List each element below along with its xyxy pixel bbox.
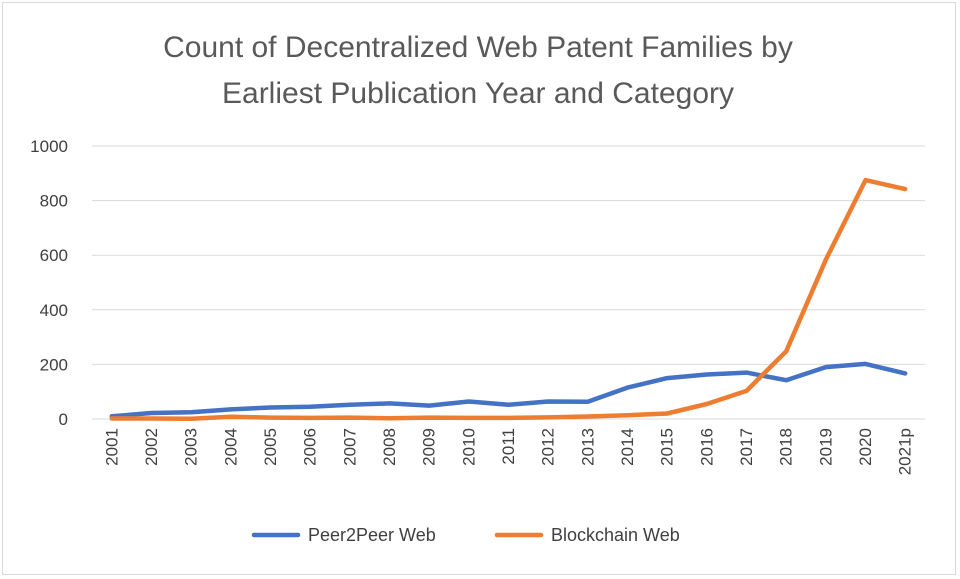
- data-point: [189, 410, 193, 414]
- data-point: [705, 402, 709, 406]
- data-point: [665, 412, 669, 416]
- x-tick-label: 2001: [102, 428, 121, 466]
- data-point: [427, 404, 431, 408]
- data-point: [388, 401, 391, 405]
- data-point: [467, 400, 471, 404]
- x-tick-label: 2016: [697, 428, 716, 466]
- data-point: [784, 378, 788, 382]
- data-point: [546, 415, 550, 419]
- y-axis: 0 200 400 600 800 1000: [30, 137, 68, 429]
- legend-label: Peer2Peer Web: [308, 525, 436, 545]
- data-point: [586, 415, 590, 419]
- y-tick-label: 400: [40, 301, 68, 320]
- x-tick-label: 2012: [539, 428, 558, 466]
- y-tick-label: 1000: [30, 137, 68, 156]
- data-point: [467, 416, 471, 420]
- y-tick-label: 0: [59, 410, 68, 429]
- data-point: [348, 416, 352, 420]
- chart-title-line-1: Count of Decentralized Web Patent Famili…: [163, 31, 793, 64]
- data-point: [269, 406, 272, 410]
- data-point: [864, 178, 867, 182]
- series-line-blockchain-web: [109, 177, 908, 421]
- data-point: [110, 416, 114, 420]
- x-tick-label: 2004: [221, 428, 240, 466]
- x-tick-label: 2010: [459, 428, 478, 466]
- data-point: [507, 416, 510, 420]
- x-axis: 2001 2002 2003 2004 2005 2006 2007 2008 2009 2010…: [102, 428, 914, 475]
- data-point: [388, 416, 391, 420]
- data-point: [903, 187, 907, 191]
- chart-title-line-2: Earliest Publication Year and Category: [222, 77, 734, 110]
- data-point: [229, 415, 233, 419]
- x-tick-label: 2009: [420, 428, 439, 466]
- data-point: [308, 416, 312, 420]
- x-tick-label: 2005: [261, 428, 280, 466]
- x-tick-label: 2018: [777, 428, 796, 466]
- legend-label: Blockchain Web: [551, 525, 680, 545]
- data-point: [150, 411, 153, 415]
- data-point: [784, 349, 788, 353]
- data-point: [705, 373, 709, 377]
- data-point: [427, 416, 431, 420]
- x-tick-label: 2021p: [896, 428, 915, 475]
- data-point: [348, 403, 352, 407]
- x-tick-label: 2015: [658, 428, 677, 466]
- data-point: [269, 416, 272, 420]
- series-lines: [109, 177, 908, 421]
- y-tick-label: 200: [40, 355, 68, 374]
- x-tick-label: 2020: [856, 428, 875, 466]
- gridlines: [92, 145, 925, 420]
- data-point: [824, 258, 828, 262]
- data-point: [308, 405, 312, 409]
- x-tick-label: 2017: [737, 428, 756, 466]
- x-tick-label: 2014: [618, 428, 637, 466]
- x-tick-label: 2013: [578, 428, 597, 466]
- data-point: [229, 407, 233, 411]
- data-point: [626, 386, 629, 390]
- y-tick-label: 600: [40, 246, 68, 265]
- x-tick-label: 2011: [499, 428, 518, 465]
- y-tick-label: 800: [40, 192, 68, 211]
- data-point: [546, 400, 550, 404]
- data-point: [824, 365, 828, 369]
- x-tick-label: 2007: [340, 428, 359, 466]
- data-point: [626, 413, 629, 417]
- x-tick-label: 2008: [380, 428, 399, 466]
- data-point: [665, 376, 669, 380]
- data-point: [745, 389, 748, 393]
- data-point: [745, 371, 748, 375]
- data-point: [507, 403, 510, 407]
- data-point: [150, 416, 153, 420]
- data-point: [189, 417, 193, 421]
- data-point: [586, 400, 590, 404]
- x-tick-label: 2002: [142, 428, 161, 466]
- x-tick-label: 2006: [301, 428, 320, 466]
- legend: Peer2Peer Web Blockchain Web: [251, 525, 680, 545]
- data-point: [903, 371, 907, 375]
- x-tick-label: 2003: [182, 428, 201, 466]
- data-point: [864, 362, 867, 366]
- x-tick-label: 2019: [816, 428, 835, 466]
